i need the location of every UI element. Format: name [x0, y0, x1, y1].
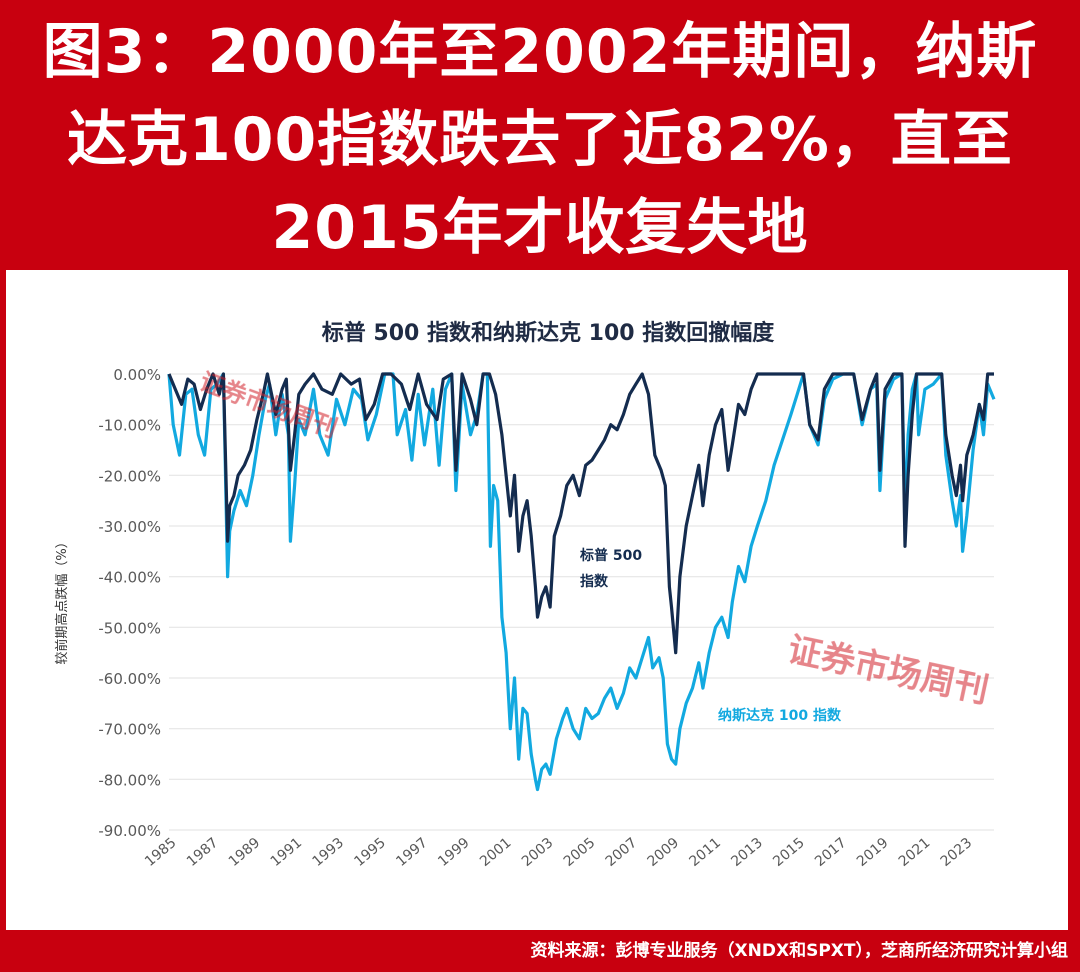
x-tick-label: 1999	[435, 835, 473, 870]
y-tick-label: -30.00%	[98, 518, 161, 536]
x-tick-label: 1993	[309, 835, 347, 870]
series-label: 标普 500	[579, 547, 642, 564]
title-line-1: 图3：2000年至2002年期间，纳斯	[42, 17, 1038, 87]
title-line-2: 达克100指数跌去了近82%，直至	[67, 105, 1013, 175]
x-tick-label: 2005	[561, 835, 599, 870]
x-tick-label: 2013	[728, 835, 766, 870]
x-tick-label: 2015	[770, 835, 808, 870]
chart-panel: 标普 500 指数和纳斯达克 100 指数回撤幅度 较前期高点跌幅（%） 0.0…	[6, 270, 1068, 930]
y-axis-label: 较前期高点跌幅（%）	[54, 535, 70, 664]
y-tick-labels: 0.00% -10.00% -20.00% -30.00% -40.00% -50.00%…	[98, 366, 161, 840]
y-tick-label: -40.00%	[98, 569, 161, 587]
x-tick-label: 1997	[393, 835, 431, 870]
x-tick-label: 1991	[268, 835, 306, 870]
y-tick-label: 0.00%	[113, 366, 161, 384]
series-line-1	[167, 372, 996, 792]
y-tick-label: -10.00%	[98, 417, 161, 435]
gridlines	[169, 373, 994, 831]
x-tick-label: 1987	[184, 835, 222, 870]
y-tick-label: -80.00%	[98, 771, 161, 789]
source-note: 资料来源：彭博专业服务（XNDX和SPXT），芝商所经济研究计算小组	[530, 941, 1068, 961]
title-line-3: 2015年才收复失地	[271, 193, 809, 263]
x-tick-label: 2023	[938, 835, 976, 870]
chart-title: 标普 500 指数和纳斯达克 100 指数回撤幅度	[322, 320, 775, 346]
x-tick-label: 1995	[351, 835, 389, 870]
x-tick-label: 2003	[519, 835, 557, 870]
y-tick-label: -20.00%	[98, 467, 161, 485]
series-line-0	[167, 372, 994, 655]
y-tick-label: -70.00%	[98, 721, 161, 739]
x-tick-label: 2017	[812, 835, 850, 870]
y-tick-label: -60.00%	[98, 670, 161, 688]
x-tick-label: 2019	[854, 835, 892, 870]
y-tick-label: -50.00%	[98, 619, 161, 637]
x-tick-labels: 1985 1987 1989 1991 1993 1995 1997 1999 2001 2003…	[142, 835, 975, 870]
x-tick-label: 2007	[603, 835, 641, 870]
x-tick-label: 1985	[142, 835, 180, 870]
series-label: 指数	[580, 573, 609, 590]
series-lines	[167, 372, 996, 792]
series-label: 纳斯达克 100 指数	[718, 707, 842, 724]
x-tick-label: 1989	[226, 835, 264, 870]
x-tick-label: 2021	[896, 835, 934, 870]
drawdown-chart: 标普 500 指数和纳斯达克 100 指数回撤幅度 较前期高点跌幅（%） 0.0…	[54, 320, 996, 870]
x-tick-label: 2001	[477, 835, 515, 870]
page-title: 图3：2000年至2002年期间，纳斯 达克100指数跌去了近82%，直至 20…	[10, 8, 1070, 266]
watermark-text: 证券市场周刊	[784, 630, 992, 712]
x-tick-label: 2011	[686, 835, 724, 870]
x-tick-label: 2009	[645, 835, 683, 870]
y-tick-label: -90.00%	[98, 822, 161, 840]
